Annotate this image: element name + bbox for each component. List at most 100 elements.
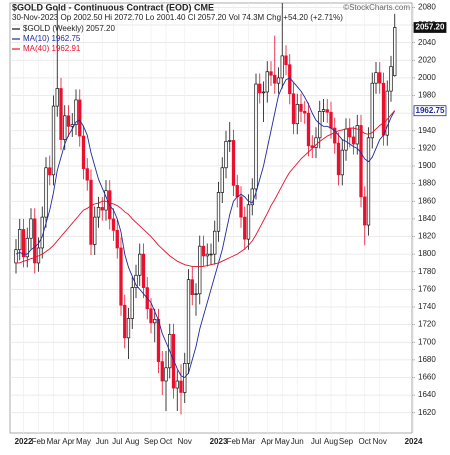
candle-body (111, 218, 116, 231)
y-tick-label: 1840 (418, 214, 436, 223)
candle-body (14, 249, 18, 264)
candle-body (81, 135, 86, 170)
candle-body (344, 128, 348, 151)
candle-body (246, 204, 251, 240)
candle-body (243, 216, 247, 240)
y-tick-label: 1720 (418, 320, 436, 329)
candle-body (389, 66, 393, 92)
candle-body (164, 367, 168, 382)
plot-frame (9, 2, 413, 434)
y-tick-label: 1640 (418, 390, 436, 399)
y-tick-label: 2000 (418, 73, 436, 82)
candle-body (359, 125, 363, 198)
candle-body (299, 103, 303, 112)
moving-average-line (15, 77, 396, 379)
candle-body (29, 218, 33, 239)
x-tick-label: Mar (47, 437, 61, 446)
candle-body (175, 380, 179, 389)
y-tick-label: 1780 (418, 267, 436, 276)
candle-body (194, 293, 198, 296)
candle-body (48, 167, 52, 176)
candle-body (378, 72, 382, 84)
candle-body (258, 83, 262, 94)
candle-body (138, 253, 142, 276)
candle-body (85, 168, 89, 181)
candle-body (224, 140, 228, 169)
candle-body (190, 279, 194, 296)
candle-body (351, 136, 356, 145)
x-tick-label: Apr (261, 437, 274, 446)
candle-body (276, 77, 281, 84)
candle-body (329, 111, 333, 129)
candle-body (198, 245, 202, 295)
candle-body (78, 99, 82, 137)
candle-body (231, 140, 236, 186)
y-tick-label: 1880 (418, 179, 436, 188)
x-tick-label: May (76, 437, 91, 446)
candle-body (336, 142, 341, 176)
candle-body (355, 125, 359, 145)
x-tick-label: May (275, 437, 290, 446)
y-tick-label: 1620 (418, 408, 436, 417)
candle-body (303, 111, 307, 114)
x-tick-label: Apr (62, 437, 75, 446)
price-tag-label: 1962.75 (416, 106, 445, 115)
candle-body (115, 229, 119, 249)
candle-body (393, 27, 397, 77)
legend-label: MA(40) 1962.91 (23, 44, 81, 53)
candle-body (179, 380, 183, 393)
y-tick-label: 2080 (418, 3, 436, 12)
candle-body (33, 218, 37, 264)
candle-body (348, 128, 352, 138)
grid (10, 3, 415, 433)
chart-title: $GOLD Gold - Continuous Contract (EOD) C… (12, 2, 214, 12)
x-tick-label: Oct (160, 437, 173, 446)
candle-body (284, 55, 288, 66)
y-tick-label: 1740 (418, 302, 436, 311)
x-tick-label: Jul (112, 437, 122, 446)
candle-body (295, 103, 299, 125)
y-tick-label: 1660 (418, 373, 436, 382)
x-tick-label: 2024 (405, 437, 423, 446)
candle-body (269, 71, 273, 76)
y-tick-label: 1980 (418, 91, 436, 100)
candle-body (261, 91, 266, 94)
y-tick-label: 1920 (418, 143, 436, 152)
candle-body (96, 207, 101, 218)
marks (14, 3, 397, 415)
price-tag (413, 22, 447, 33)
candle-body (250, 188, 254, 206)
candle-body (201, 245, 206, 257)
source: ©StockCharts.com (343, 3, 410, 12)
candle-body (89, 179, 93, 245)
candle-body (306, 112, 311, 147)
candle-body (239, 196, 243, 218)
y-tick-label: 2040 (418, 38, 436, 47)
x-tick-label: Sep (144, 437, 159, 446)
x-tick-label: Jul (311, 437, 321, 446)
price-tag-label: 2057.20 (416, 23, 445, 32)
candle-body (70, 124, 74, 127)
candle-body (156, 318, 161, 362)
y-tick-label: 1700 (418, 337, 436, 346)
y-tick-label: 1800 (418, 249, 436, 258)
candle-body (100, 207, 104, 211)
candle-body (59, 88, 63, 140)
y-tick-label: 1940 (418, 126, 436, 135)
x-tick-label: Jun (291, 437, 304, 446)
candle-body (314, 137, 318, 148)
candle-body (74, 99, 78, 125)
candle-body (141, 253, 146, 288)
candle-body (363, 196, 367, 226)
x-tick-label: Sep (339, 437, 354, 446)
candle-body (51, 105, 56, 176)
chart-subtitle: 30-Nov-2023 Op 2002.50 Hi 2072.70 Lo 200… (12, 13, 343, 22)
x-tick-label: Aug (125, 437, 139, 446)
candle-body (130, 287, 134, 319)
candle-body (153, 318, 157, 324)
candle-body (160, 361, 164, 382)
candle-body (254, 83, 258, 190)
candle-body (374, 72, 378, 84)
x-tick-label: 2022 (15, 437, 33, 446)
